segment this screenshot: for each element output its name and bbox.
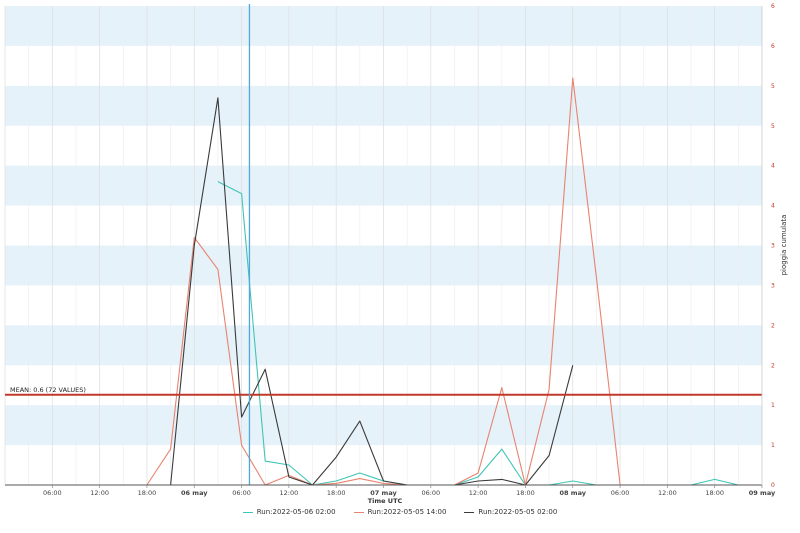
x-tick-label: 12:00 — [658, 489, 677, 497]
legend-swatch — [353, 511, 364, 513]
legend-label: Run:2022-05-05 02:00 — [478, 508, 558, 516]
legend-swatch — [242, 511, 253, 513]
legend: Run:2022-05-06 02:00 Run:2022-05-05 14:00… — [0, 508, 800, 516]
legend-swatch — [464, 511, 475, 513]
y-tick-label: 3 — [771, 243, 775, 250]
x-tick-label: 18:00 — [138, 489, 157, 497]
x-tick-label: 12:00 — [469, 489, 488, 497]
y-tick-label: 2 — [771, 362, 775, 369]
y-tick-label: 2 — [771, 322, 775, 329]
y-tick-label-top: 6 — [771, 3, 775, 10]
x-tick-label: 06:00 — [421, 489, 440, 497]
mean-layer: MEAN: 0.6 (72 VALUES) — [5, 386, 762, 396]
y-tick-label: 5 — [771, 123, 775, 130]
y-tick-label: 5 — [771, 83, 775, 90]
legend-item-2[interactable]: Run:2022-05-05 14:00 — [353, 508, 447, 516]
x-tick-label: 06:00 — [232, 489, 251, 497]
y-axis-label: pioggia cumulata — [780, 215, 788, 276]
y-tick-label: 1 — [771, 402, 775, 409]
x-tick-label: 07 may — [370, 489, 397, 497]
x-tick-label: 06:00 — [611, 489, 630, 497]
y-tick-label: 1 — [771, 442, 775, 449]
y-tick-label: 4 — [771, 203, 775, 210]
x-ticks: 06:00 12:00 18:00 06 may 06:00 12:00 18:00 07 m… — [43, 485, 776, 497]
legend-item-1[interactable]: Run:2022-05-06 02:00 — [242, 508, 336, 516]
rainfall-chart: MEAN: 0.6 (72 VALUES) 0 1 1 2 2 3 3 4 4 5 5 6 6 06:0… — [4, 3, 788, 505]
series-line-3 — [170, 97, 574, 486]
x-tick-label: 12:00 — [90, 489, 109, 497]
x-tick-label: 06 may — [181, 489, 208, 497]
legend-label: Run:2022-05-06 02:00 — [256, 508, 336, 516]
y-ticks: 0 1 1 2 2 3 3 4 4 5 5 6 6 — [771, 3, 775, 489]
y-tick-label: 3 — [771, 282, 775, 289]
x-tick-label: 08 may — [559, 489, 586, 497]
mean-label: MEAN: 0.6 (72 VALUES) — [10, 386, 86, 394]
y-tick-label: 6 — [771, 43, 775, 50]
x-tick-label: 18:00 — [327, 489, 346, 497]
x-tick-label: 12:00 — [280, 489, 299, 497]
series-line-2 — [123, 77, 621, 486]
legend-item-3[interactable]: Run:2022-05-05 02:00 — [464, 508, 557, 516]
y-tick-label: 4 — [771, 163, 775, 170]
x-tick-label: 18:00 — [516, 489, 535, 497]
y-tick-label-zero: 0 — [771, 482, 775, 489]
x-tick-label: 06:00 — [43, 489, 62, 497]
legend-label: Run:2022-05-05 14:00 — [367, 508, 447, 516]
x-tick-label: 09 may — [749, 489, 776, 497]
x-axis-label: Time UTC — [368, 497, 403, 505]
x-tick-label: 18:00 — [705, 489, 724, 497]
